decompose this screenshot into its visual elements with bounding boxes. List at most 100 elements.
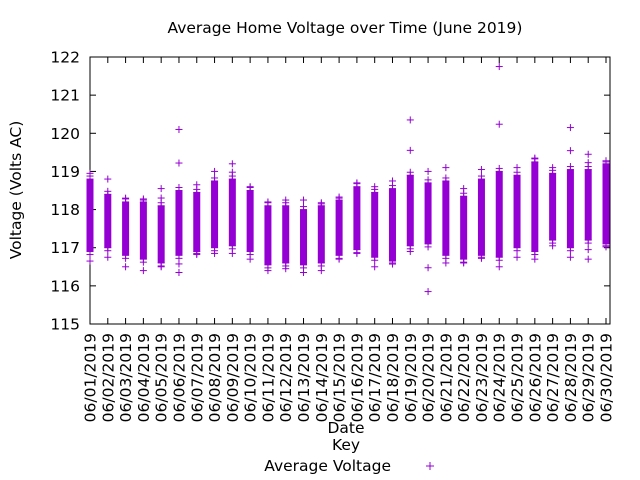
y-axis-label: Voltage (Volts AC) xyxy=(7,121,25,260)
day-points xyxy=(193,181,201,259)
x-tick-label: 06/19/2019 xyxy=(402,333,420,422)
x-tick-label: 06/16/2019 xyxy=(348,333,366,422)
day-points xyxy=(549,164,557,250)
data-series xyxy=(86,63,610,296)
point-band xyxy=(157,205,165,263)
day-points xyxy=(139,195,147,275)
day-points xyxy=(122,194,130,271)
legend: Key Average Voltage xyxy=(264,436,434,475)
y-tick-label: 120 xyxy=(50,125,80,143)
day-points xyxy=(406,116,414,256)
x-tick-label: 06/03/2019 xyxy=(117,333,135,422)
day-points xyxy=(442,164,450,267)
point-band xyxy=(211,180,219,248)
day-points xyxy=(388,177,396,268)
day-points xyxy=(602,157,610,251)
point-band xyxy=(122,201,130,256)
day-points xyxy=(495,63,503,271)
y-tick-label: 115 xyxy=(50,316,80,334)
x-tick-label: 06/18/2019 xyxy=(384,333,402,422)
x-tick-label: 06/15/2019 xyxy=(331,333,349,422)
day-points xyxy=(460,185,468,267)
x-tick-label: 06/09/2019 xyxy=(224,333,242,422)
point-band xyxy=(406,175,414,246)
x-tick-label: 06/13/2019 xyxy=(295,333,313,422)
day-points xyxy=(371,183,379,271)
day-points xyxy=(353,179,361,257)
point-band xyxy=(388,188,396,262)
legend-marker xyxy=(426,462,434,470)
y-tick-label: 121 xyxy=(50,87,80,105)
point-band xyxy=(602,163,610,244)
day-points xyxy=(282,196,290,273)
x-tick-label: 06/29/2019 xyxy=(580,333,598,422)
x-tick-label: 06/10/2019 xyxy=(242,333,260,422)
x-tick-label: 06/06/2019 xyxy=(170,333,188,422)
day-points xyxy=(264,198,272,275)
day-points xyxy=(228,160,236,257)
legend-title: Key xyxy=(332,436,360,454)
x-tick-label: 06/23/2019 xyxy=(473,333,491,422)
point-band xyxy=(424,182,432,244)
day-points xyxy=(300,196,308,277)
x-tick-label: 06/27/2019 xyxy=(544,333,562,422)
y-tick-label: 119 xyxy=(50,163,80,181)
chart-title: Average Home Voltage over Time (June 201… xyxy=(168,19,523,37)
x-tick-label: 06/14/2019 xyxy=(313,333,331,422)
point-band xyxy=(442,180,450,256)
point-band xyxy=(300,209,308,265)
x-tick-label: 06/26/2019 xyxy=(526,333,544,422)
point-band xyxy=(282,205,290,263)
point-band xyxy=(228,179,236,246)
point-band xyxy=(104,194,112,248)
day-points xyxy=(86,169,94,265)
point-band xyxy=(584,169,592,241)
day-points xyxy=(584,150,592,263)
point-band xyxy=(371,192,379,258)
day-points xyxy=(211,167,219,257)
x-tick-label: 06/04/2019 xyxy=(135,333,153,422)
x-axis: 06/01/2019 06/02/2019 06/03/2019 06/04/2019… xyxy=(82,57,616,422)
day-points xyxy=(513,164,521,261)
x-axis-label: Date xyxy=(327,419,364,437)
x-tick-label: 06/02/2019 xyxy=(99,333,117,422)
point-band xyxy=(353,186,361,250)
point-band xyxy=(566,169,574,248)
day-points xyxy=(566,124,574,261)
x-tick-label: 06/28/2019 xyxy=(562,333,580,422)
x-tick-label: 06/22/2019 xyxy=(455,333,473,422)
day-points xyxy=(477,166,485,262)
point-band xyxy=(139,201,147,260)
point-band xyxy=(335,200,343,256)
y-tick-label: 118 xyxy=(50,201,80,219)
day-points xyxy=(531,154,539,263)
point-band xyxy=(175,190,183,256)
point-band xyxy=(531,161,539,252)
day-points xyxy=(104,175,112,261)
point-band xyxy=(495,171,503,258)
x-tick-label: 06/08/2019 xyxy=(206,333,224,422)
day-points xyxy=(424,167,432,296)
point-band xyxy=(317,205,325,263)
day-points xyxy=(157,185,165,271)
x-tick-label: 06/30/2019 xyxy=(598,333,616,422)
x-tick-label: 06/20/2019 xyxy=(420,333,438,422)
point-band xyxy=(477,179,485,256)
y-tick-label: 122 xyxy=(50,49,80,67)
point-band xyxy=(549,173,557,241)
point-band xyxy=(460,196,468,260)
day-points xyxy=(246,183,254,263)
day-points xyxy=(335,193,343,263)
point-band xyxy=(246,190,254,252)
day-points xyxy=(175,125,183,277)
x-tick-label: 06/07/2019 xyxy=(188,333,206,422)
x-tick-label: 06/11/2019 xyxy=(259,333,277,422)
point-band xyxy=(264,205,272,265)
x-tick-label: 06/24/2019 xyxy=(491,333,509,422)
legend-entry-label: Average Voltage xyxy=(264,457,391,475)
x-tick-label: 06/17/2019 xyxy=(366,333,384,422)
x-tick-label: 06/21/2019 xyxy=(437,333,455,422)
x-tick-label: 06/25/2019 xyxy=(509,333,527,422)
y-tick-label: 116 xyxy=(50,277,80,295)
